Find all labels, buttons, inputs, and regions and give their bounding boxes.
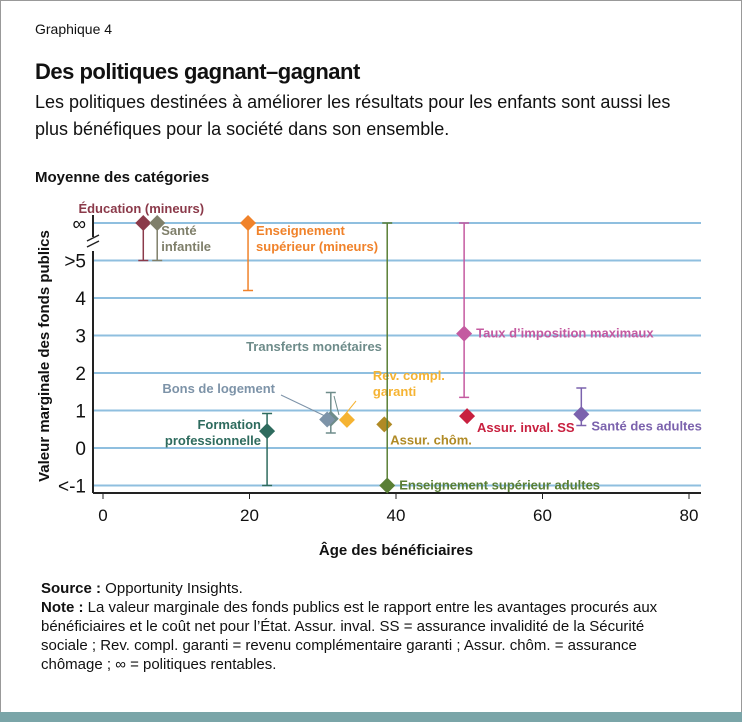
note-label: Note : <box>41 599 84 616</box>
data-point <box>135 215 152 231</box>
y-tick-label: 4 <box>75 289 86 310</box>
data-point <box>456 325 473 342</box>
point-label: Éducation (mineurs) <box>78 201 204 216</box>
leader-line <box>342 400 357 418</box>
data-point <box>240 215 257 231</box>
data-point <box>573 406 590 423</box>
point-label: Assur. inval. SS <box>477 420 575 435</box>
note-text: La valeur marginale des fonds publics es… <box>41 599 658 673</box>
source-text: Opportunity Insights. <box>101 580 243 597</box>
figure-number: Graphique 4 <box>35 21 113 37</box>
x-axis-label: Âge des bénéficiaires <box>319 541 473 559</box>
point-label: Santé des adultes <box>591 418 702 433</box>
x-tick-label: 80 <box>680 506 699 525</box>
data-point <box>379 477 396 494</box>
point-label: Santé infantile <box>161 223 211 254</box>
chart-title: Moyenne des catégories <box>35 169 210 186</box>
y-tick-label: 1 <box>75 402 86 423</box>
data-point <box>459 408 476 425</box>
leader-line <box>280 394 326 417</box>
x-tick-label: 40 <box>387 506 406 525</box>
figure-subtitle: Les politiques destinées à améliorer les… <box>35 92 671 139</box>
x-tick-label: 20 <box>240 506 259 525</box>
point-label: Taux d’imposition maximaux <box>476 326 654 341</box>
point-label: Enseignement supérieur (mineurs) <box>256 223 378 254</box>
point-label: Rev. compl. garanti <box>373 368 445 399</box>
figure-title: Des politiques gagnant–gagnant <box>35 59 360 84</box>
y-tick-label: 0 <box>75 439 86 460</box>
point-label: Enseignement supérieur adultes <box>399 478 600 493</box>
data-point <box>259 423 276 440</box>
point-label: Bons de logement <box>162 381 275 396</box>
x-tick-label: 0 <box>98 506 107 525</box>
data-point <box>338 411 355 428</box>
bottom-bar <box>0 712 742 722</box>
data-point <box>149 215 166 231</box>
point-label: Assur. chôm. <box>390 432 472 447</box>
leader-line <box>333 395 340 416</box>
scatter-chart: ∞ >5 4 3 2 1 0 <-1 0 20 40 60 80 Âge des bénéficiaire… <box>36 201 702 559</box>
notes: Source : Opportunity Insights. Note : La… <box>41 579 681 674</box>
point-label: Formation professionnelle <box>165 417 261 448</box>
y-tick-label: >5 <box>64 252 86 273</box>
data-point <box>376 416 393 433</box>
y-tick-label: 2 <box>75 364 86 385</box>
y-tick-label: 3 <box>75 327 86 348</box>
y-tick-label: ∞ <box>72 214 86 235</box>
axis-break-icon <box>86 234 100 248</box>
source-label: Source : <box>41 580 102 597</box>
y-axis-label: Valeur marginale des fonds publics <box>36 230 53 482</box>
y-tick-label: <-1 <box>58 477 86 498</box>
x-tick-label: 60 <box>533 506 552 525</box>
point-label: Transferts monétaires <box>246 339 382 354</box>
